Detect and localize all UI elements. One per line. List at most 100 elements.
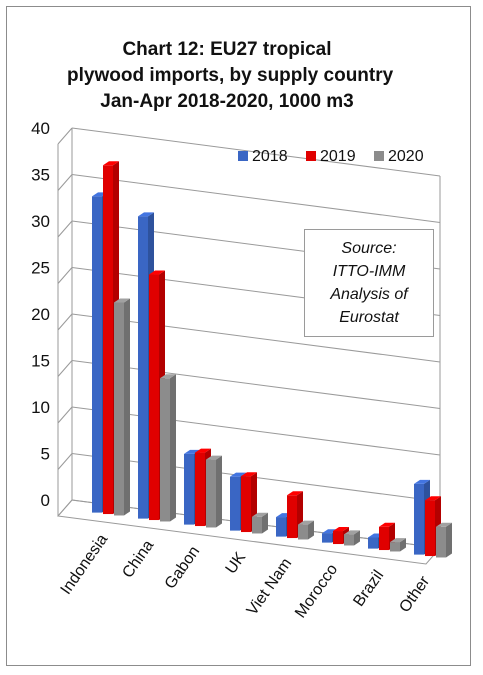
bar-side	[446, 522, 452, 558]
bar	[436, 522, 452, 558]
chart-title: Chart 12: EU27 tropical plywood imports,…	[67, 37, 394, 115]
legend-label: 2018	[252, 148, 288, 165]
bar-top	[241, 472, 257, 477]
category-label: Gabon	[162, 543, 203, 592]
bar-top	[414, 479, 430, 484]
gridline-depth	[57, 313, 73, 331]
bar-side	[124, 298, 130, 516]
bar-top	[425, 496, 441, 501]
y-tick-label: 15	[31, 352, 50, 371]
bar-top	[206, 455, 222, 460]
gridline-depth	[57, 127, 73, 145]
gridline-depth	[57, 174, 73, 191]
gridline-depth	[57, 453, 73, 470]
bar-front	[390, 542, 400, 552]
legend-label: 2019	[320, 148, 356, 165]
bar-front	[414, 483, 424, 555]
bar-top	[149, 270, 165, 275]
bar-top	[379, 522, 395, 527]
bar	[252, 512, 268, 534]
gridline-depth	[57, 360, 73, 377]
bar-front	[114, 302, 124, 516]
category-label: Indonesia	[58, 531, 112, 598]
bar-side	[216, 455, 222, 528]
category-label: UK	[223, 549, 250, 577]
bar-top	[390, 538, 406, 543]
legend-swatch	[306, 151, 316, 161]
bar-top	[138, 212, 154, 217]
legend-swatch	[238, 151, 248, 161]
bar-front	[287, 495, 297, 539]
bar-front	[298, 524, 308, 540]
gridline	[71, 127, 441, 177]
bar-front	[138, 216, 148, 519]
legend: 2018 2019 2020	[238, 148, 424, 165]
category-label: Viet Nam	[244, 555, 296, 618]
bar-side	[308, 520, 314, 540]
bar-top	[333, 527, 349, 532]
gridline	[71, 360, 441, 409]
y-tick-label: 20	[31, 305, 50, 324]
y-tick-label: 35	[31, 166, 50, 185]
gridline-depth	[57, 267, 73, 284]
bar	[344, 530, 360, 546]
legend-swatch	[374, 151, 384, 161]
annotation-line-3: Analysis of	[330, 286, 408, 303]
bar-front	[425, 500, 435, 557]
annotation-line-1: Source:	[341, 240, 397, 257]
bar-top	[103, 161, 119, 166]
bar-front	[160, 378, 170, 522]
bar	[160, 374, 176, 522]
category-label: Morocco	[292, 561, 341, 621]
bar	[206, 455, 222, 528]
bar-side	[170, 374, 176, 522]
bar-top	[114, 298, 130, 303]
bar-front	[92, 196, 102, 513]
bar-top	[344, 530, 360, 535]
bar-top	[436, 522, 452, 527]
bar-side	[354, 530, 360, 546]
bar	[298, 520, 314, 540]
bar-top	[230, 472, 246, 477]
bar-top	[184, 449, 200, 454]
y-tick-label: 5	[41, 445, 50, 464]
bar-front	[368, 537, 378, 549]
bar-side	[400, 538, 406, 552]
gridline	[71, 313, 441, 363]
bar-front	[149, 274, 159, 521]
y-axis-ticks: 0 5 10 15 20 25 30 35 40	[31, 119, 50, 510]
chart-title-line-3: Jan-Apr 2018-2020, 1000 m3	[100, 91, 354, 112]
bar-side	[262, 512, 268, 534]
source-annotation: Source: ITTO-IMM Analysis of Eurostat	[304, 229, 434, 337]
gridline	[71, 174, 441, 223]
bar	[114, 298, 130, 516]
y-tick-label: 0	[41, 491, 50, 510]
bar-front	[276, 517, 286, 537]
bar-front	[436, 526, 446, 558]
bar-top	[195, 448, 211, 453]
legend-label: 2020	[388, 148, 424, 165]
bar-front	[195, 452, 205, 527]
gridline-depth	[57, 220, 73, 238]
bar-front	[103, 165, 113, 515]
chart-title-line-2: plywood imports, by supply country	[67, 65, 394, 86]
bar-front	[322, 533, 332, 543]
y-tick-label: 25	[31, 259, 50, 278]
gridline-depth	[57, 406, 73, 424]
bar-top	[298, 520, 314, 525]
bar-front	[241, 476, 251, 533]
bar-front	[344, 534, 354, 546]
bar-top	[322, 529, 338, 534]
gridline	[71, 406, 441, 456]
bar-top	[252, 512, 268, 517]
chart-title-line-1: Chart 12: EU27 tropical	[122, 39, 332, 60]
y-tick-label: 30	[31, 212, 50, 231]
bar-top	[160, 374, 176, 379]
bar-front	[230, 476, 240, 531]
category-label: China	[119, 537, 157, 581]
y-tick-label: 40	[31, 119, 50, 138]
annotation-line-4: Eurostat	[339, 309, 399, 326]
bar-front	[184, 453, 194, 525]
category-label: Brazil	[350, 567, 387, 610]
